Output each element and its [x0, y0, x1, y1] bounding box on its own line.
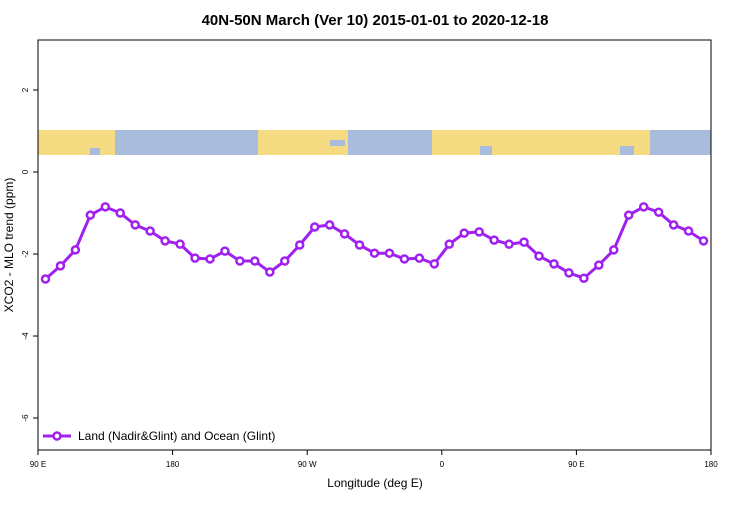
y-tick-label: -4 [21, 332, 30, 340]
data-point [504, 239, 514, 249]
chart-title: 40N-50N March (Ver 10) 2015-01-01 to 202… [202, 12, 549, 29]
data-point [489, 235, 499, 245]
data-point [280, 256, 290, 266]
data-point [115, 208, 126, 218]
y-tick-label: -2 [21, 250, 30, 258]
x-tick-label: 90 W [298, 460, 317, 469]
data-point [220, 246, 230, 256]
data-point [564, 268, 574, 278]
legend-label: Land (Nadir&Glint) and Ocean (Glint) [78, 429, 275, 443]
map-strip [38, 130, 711, 155]
y-axis-label: XCO2 - MLO trend (ppm) [2, 178, 16, 313]
data-point [235, 256, 245, 266]
data-point [414, 253, 425, 263]
x-tick-label: 0 [440, 460, 445, 469]
data-point [55, 261, 66, 271]
x-tick-label: 180 [166, 460, 180, 469]
data-point [205, 254, 215, 264]
data-point [519, 237, 529, 247]
data-point [70, 245, 81, 255]
data-point [100, 202, 111, 212]
data-point [309, 222, 320, 232]
data-point [324, 220, 335, 230]
y-tick-label: 2 [21, 87, 30, 92]
data-point [160, 236, 170, 246]
data-point [459, 228, 469, 238]
data-point [354, 240, 365, 250]
data-point [40, 274, 51, 284]
data-point [549, 259, 559, 269]
data-point [474, 227, 484, 237]
data-point [294, 240, 305, 250]
data-point [609, 245, 619, 255]
y-tick-label: -6 [21, 414, 30, 422]
data-point [384, 248, 395, 258]
data-point [444, 239, 455, 249]
data-point [130, 220, 140, 230]
x-axis-label: Longitude (deg E) [327, 476, 422, 490]
data-point [668, 220, 679, 230]
data-point [250, 256, 260, 266]
data-point [369, 248, 380, 258]
data-point [339, 229, 350, 239]
data-point [638, 202, 649, 212]
series-line [44, 205, 705, 281]
y-tick-label: 0 [21, 169, 30, 174]
x-tick-label: 90 E [30, 460, 46, 469]
data-point [594, 260, 604, 270]
data-point [190, 253, 200, 263]
data-point [265, 267, 275, 277]
data-point [534, 251, 544, 261]
data-point [145, 226, 155, 236]
x-tick-label: 180 [704, 460, 718, 469]
legend-marker [52, 431, 62, 441]
data-point [653, 207, 664, 217]
data-point [683, 226, 694, 236]
data-point [579, 273, 589, 283]
data-point [85, 210, 96, 220]
data-point [623, 210, 634, 220]
data-point [429, 259, 440, 269]
data-point [175, 239, 185, 249]
data-point [698, 236, 709, 246]
plot-frame [37, 39, 712, 451]
x-tick-label: 90 E [568, 460, 584, 469]
data-point [399, 254, 410, 264]
